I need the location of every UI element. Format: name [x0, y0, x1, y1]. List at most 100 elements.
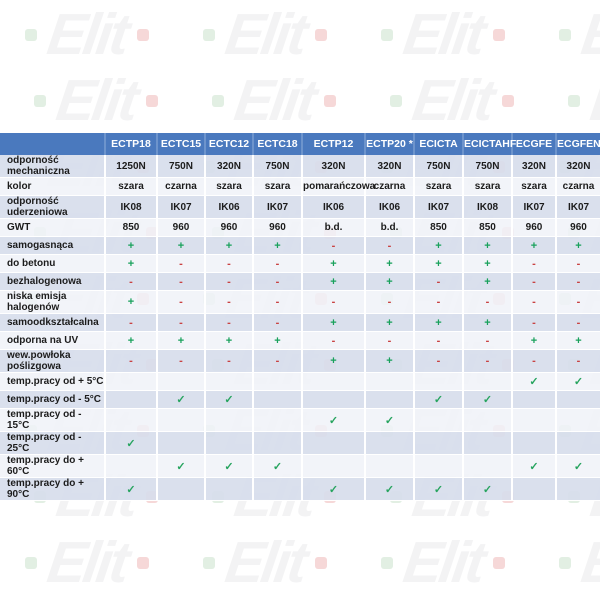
table-cell: 1250N: [105, 155, 158, 178]
row-label: temp.pracy od - 25°C: [0, 431, 106, 455]
table-cell: -: [205, 272, 254, 291]
cell-value: IK08: [476, 201, 499, 213]
table-cell: [556, 477, 600, 501]
cell-value: IK06: [322, 201, 345, 213]
table-cell: IK07: [556, 195, 600, 219]
table-cell: -: [512, 349, 557, 373]
plus-icon: +: [127, 334, 135, 347]
table-cell: -: [414, 272, 464, 291]
table-header: ECTP18 ECTC15 ECTC12 ECTC18 ECTP12 ECTP20 * EC…: [0, 133, 600, 155]
table-cell: czarna: [556, 177, 600, 196]
table-cell: +: [365, 272, 415, 291]
row-label: temp.pracy od - 5°C: [0, 390, 106, 409]
cell-value: szara: [474, 181, 501, 192]
table-cell: -: [205, 290, 254, 314]
table-cell: [253, 477, 303, 501]
table-cell: -: [365, 331, 415, 350]
column-header: ECTC18: [253, 133, 303, 155]
table-cell: 320N: [512, 155, 557, 178]
table-cell: ✓: [302, 408, 366, 432]
watermark-logo: Elit: [548, 2, 600, 67]
table-cell: [365, 454, 415, 478]
cell-value: 850: [122, 222, 140, 233]
table-cell: -: [157, 349, 206, 373]
column-header: ECGFEN: [556, 133, 600, 155]
row-label: samoodkształcalna: [0, 313, 106, 332]
cell-value: 750N: [265, 160, 290, 172]
plus-icon: +: [530, 334, 538, 347]
table-row: temp.pracy od + 5°C ✓ ✓: [0, 372, 600, 391]
cell-value: 320N: [566, 160, 591, 172]
minus-icon: -: [485, 355, 490, 367]
table-cell: IK07: [414, 195, 464, 219]
table-cell: 850: [105, 218, 158, 237]
plus-icon: +: [225, 334, 233, 347]
plus-icon: +: [435, 316, 442, 329]
plus-icon: +: [386, 316, 393, 329]
plus-icon: +: [435, 239, 442, 252]
cell-value: czarna: [562, 181, 595, 192]
table-cell: 320N: [302, 155, 366, 178]
row-label: niska emisja halogenów: [0, 290, 106, 314]
watermark-logo: Elit: [379, 68, 525, 133]
cell-value: 320N: [522, 160, 546, 172]
cell-value: szara: [118, 181, 144, 192]
table-cell: -: [512, 313, 557, 332]
watermark-text: Elit: [399, 2, 487, 67]
table-cell: szara: [105, 177, 158, 196]
watermark-text: Elit: [221, 2, 309, 67]
minus-icon: -: [129, 275, 133, 288]
table-cell: -: [157, 313, 206, 332]
table-cell: -: [512, 290, 557, 314]
table-cell: -: [205, 349, 254, 373]
plus-icon: +: [127, 296, 135, 308]
table-cell: [512, 408, 557, 432]
checkmark-icon: ✓: [384, 483, 395, 496]
checkmark-icon: ✓: [328, 483, 339, 496]
watermark-green-dot-icon: [381, 557, 393, 569]
table-cell: czarna: [365, 177, 415, 196]
watermark-text: Elit: [577, 2, 600, 67]
row-label: temp.pracy do + 60°C: [0, 454, 106, 478]
table-cell: szara: [253, 177, 303, 196]
table-cell: 320N: [556, 155, 600, 178]
table-cell: ✓: [365, 408, 415, 432]
table-cell: ✓: [157, 390, 206, 409]
minus-icon: -: [576, 296, 581, 308]
table-cell: ✓: [556, 454, 600, 478]
table-cell: +: [157, 331, 206, 350]
table-cell: 750N: [463, 155, 513, 178]
watermark-logo: Elit: [548, 530, 600, 595]
minus-icon: -: [331, 334, 336, 347]
table-cell: -: [302, 236, 366, 255]
checkmark-icon: ✓: [384, 414, 395, 427]
table-cell: -: [205, 254, 254, 273]
cell-value: szara: [425, 181, 452, 192]
table-cell: [463, 431, 513, 455]
cell-value: 1250N: [116, 160, 146, 172]
plus-icon: +: [225, 239, 233, 252]
minus-icon: -: [179, 316, 183, 329]
minus-icon: -: [227, 275, 231, 288]
table-cell: pomarańczowa: [302, 177, 375, 196]
plus-icon: +: [484, 239, 491, 252]
watermark-green-dot-icon: [25, 557, 37, 569]
row-label: odporna na UV: [0, 331, 106, 350]
watermark-green-dot-icon: [559, 29, 571, 41]
watermark-logo: Elit: [370, 2, 516, 67]
table-cell: IK08: [105, 195, 158, 219]
table-cell: +: [414, 254, 464, 273]
table-cell: IK06: [205, 195, 254, 219]
cell-value: czarna: [165, 181, 197, 192]
minus-icon: -: [331, 296, 336, 308]
table-cell: 960: [512, 218, 557, 237]
table-row: samogasnąca + + + + - - + + + +: [0, 236, 600, 255]
watermark-logo: Elit: [370, 530, 516, 595]
table-cell: 850: [414, 218, 464, 237]
table-cell: [105, 390, 158, 409]
table-row: niska emisja halogenów + - - - - - - - - -: [0, 290, 600, 314]
minus-icon: -: [227, 316, 231, 329]
table-cell: [157, 477, 206, 501]
cell-value: 960: [269, 222, 286, 233]
table-cell: +: [105, 236, 158, 255]
